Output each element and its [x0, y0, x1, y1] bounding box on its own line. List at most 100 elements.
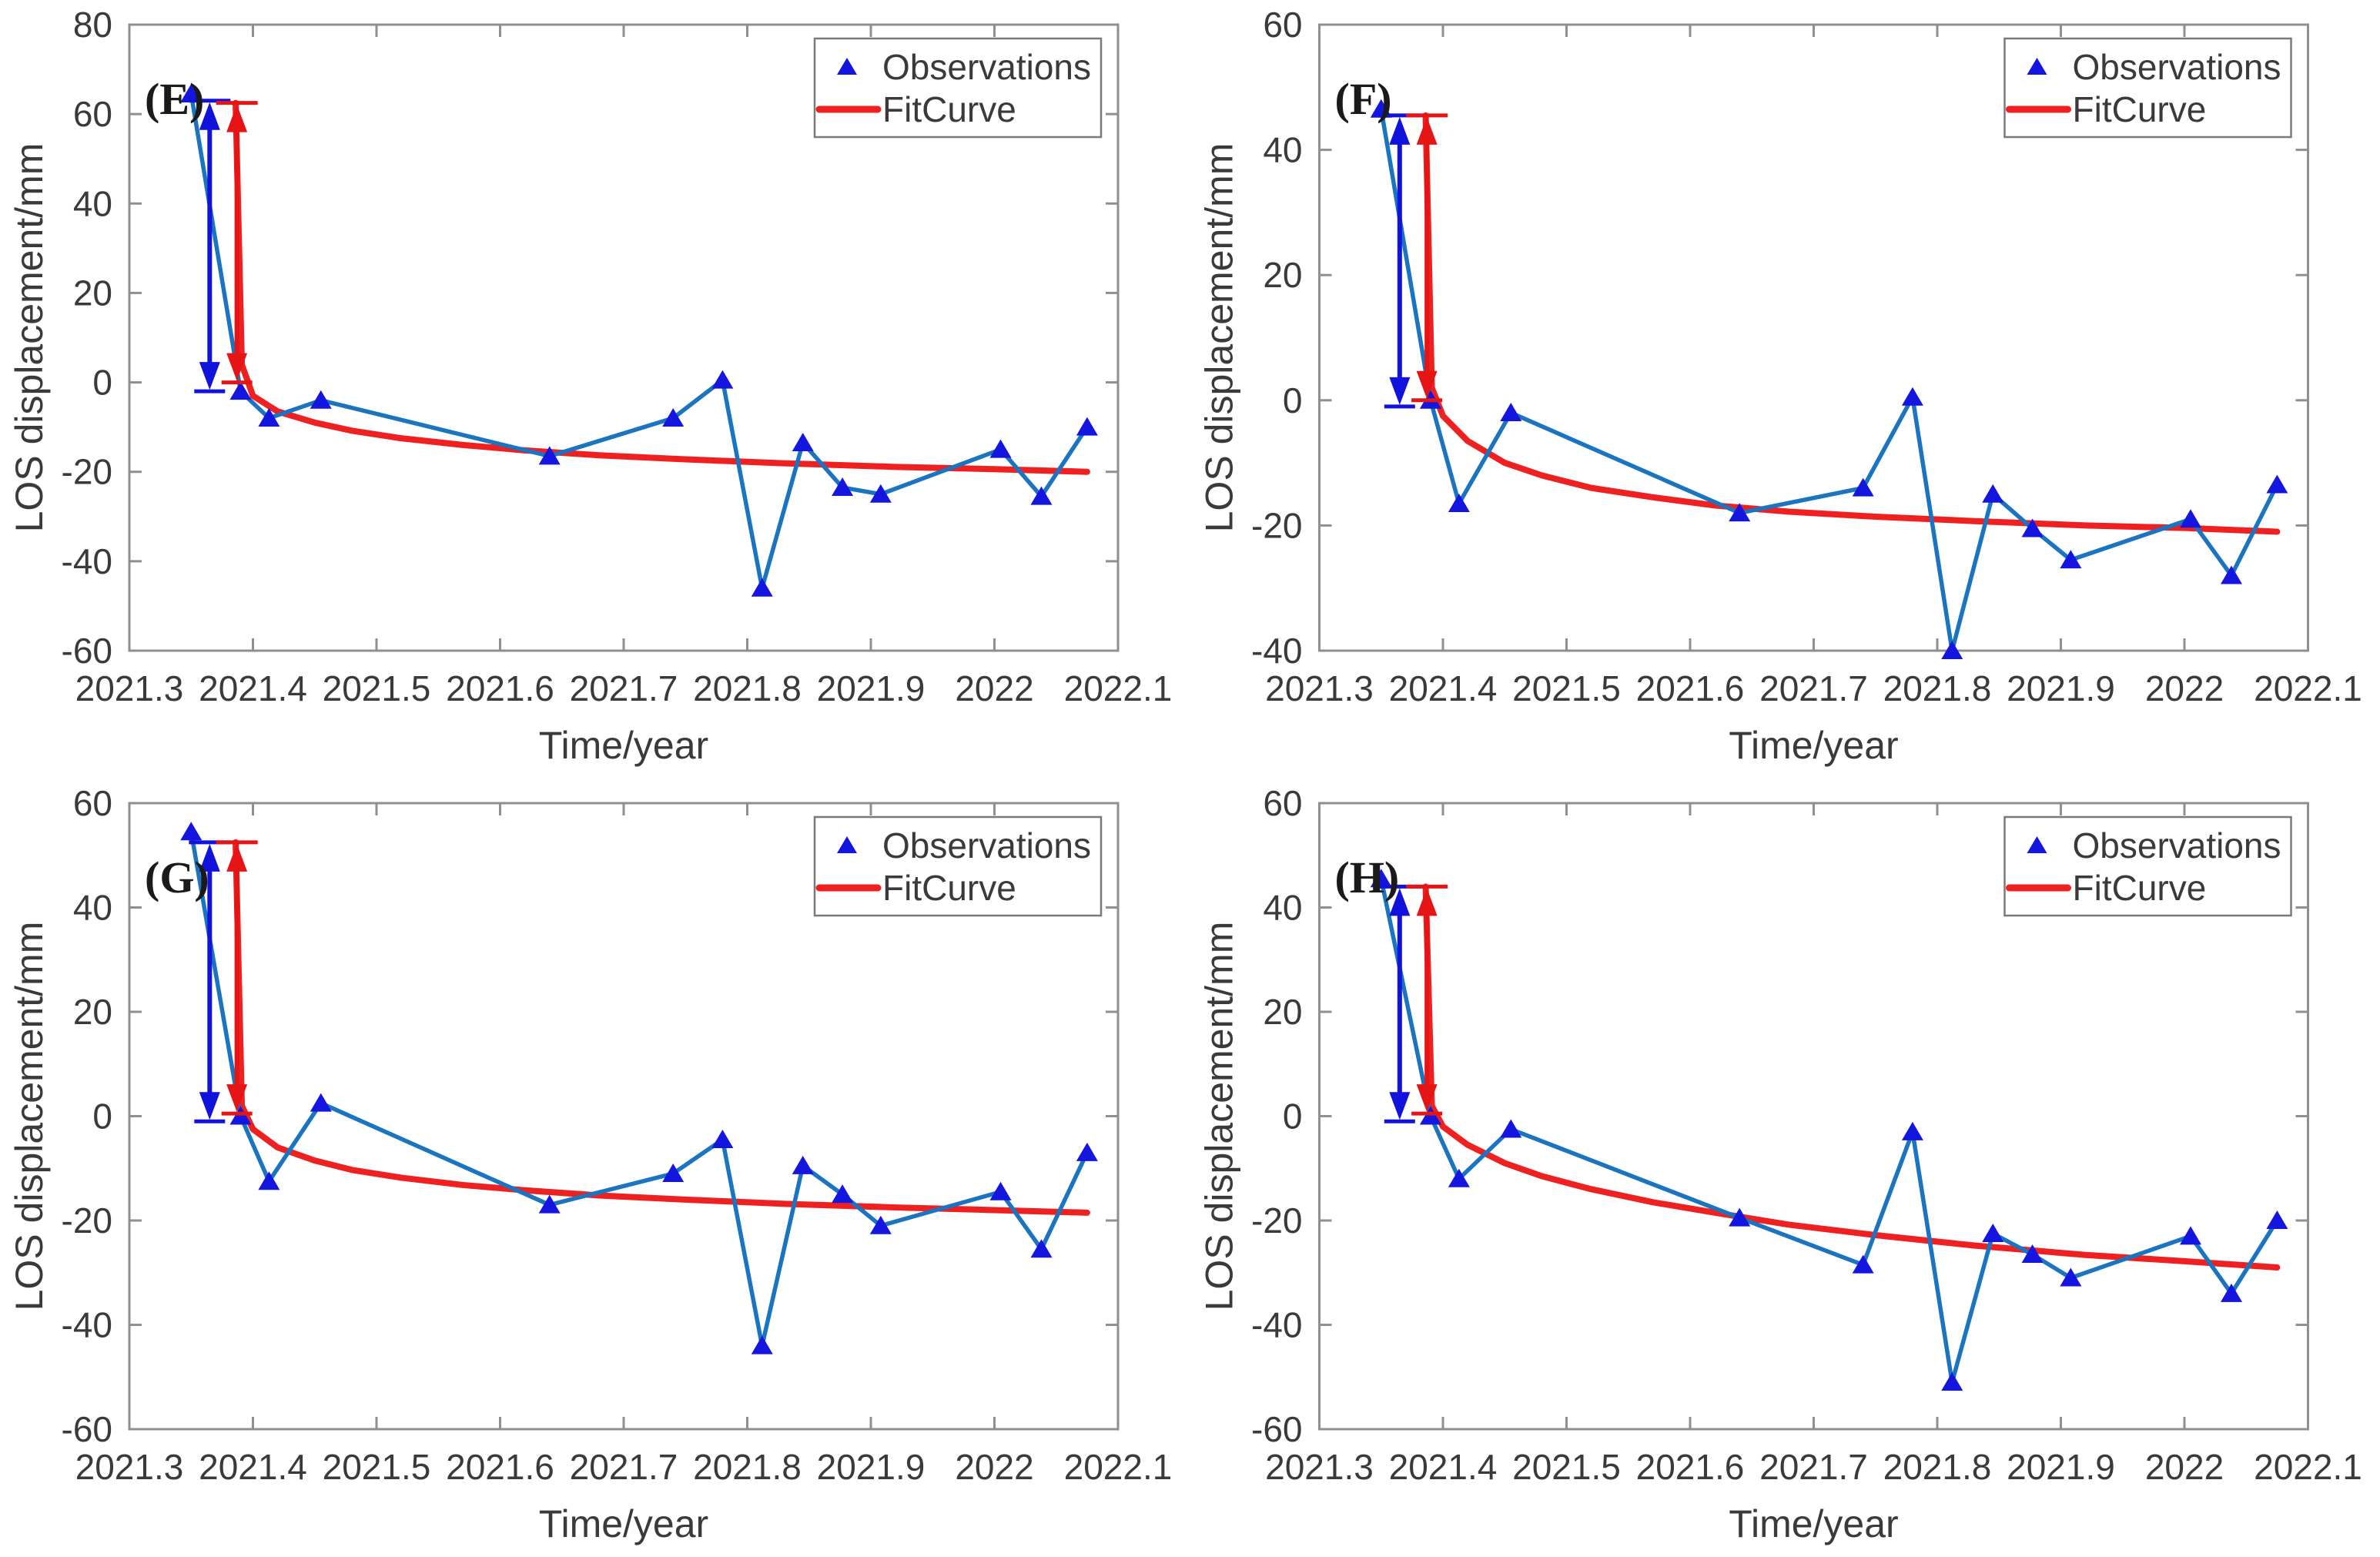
jump-arrow-red — [216, 101, 258, 385]
observation-marker — [258, 1171, 280, 1190]
x-tick-label: 2021.4 — [1389, 1447, 1498, 1487]
x-tick-label: 2021.5 — [323, 668, 431, 708]
y-tick-label: -40 — [1251, 1305, 1302, 1345]
fit-curve-line — [1422, 883, 2281, 1271]
chart-panel-F: 2021.3 2021.4 2021.5 2021.6 2021.7 2021.8 2021… — [1198, 5, 2362, 767]
observations-line — [1379, 109, 2279, 653]
observation-marker — [2060, 550, 2082, 569]
arrow-head-down — [1389, 377, 1411, 405]
x-tick-label: 2021.5 — [1512, 668, 1621, 708]
observations-line — [189, 93, 1090, 591]
y-tick-label: 0 — [92, 1097, 112, 1137]
x-tick-label: 2021.8 — [693, 1447, 802, 1487]
y-tick-label: -20 — [62, 452, 112, 492]
fit-curve-line — [1422, 112, 2281, 535]
x-tick-label: 2021.9 — [2007, 1447, 2115, 1487]
legend-fitcurve-label: FitCurve — [882, 89, 1016, 129]
observation-marker — [792, 432, 814, 451]
observation-marker — [832, 1184, 854, 1204]
legend-box — [2003, 37, 2292, 139]
y-tick-label: -40 — [62, 541, 112, 581]
x-tick-label: 2021.6 — [446, 1447, 554, 1487]
x-tick-label: 2022 — [955, 668, 1033, 708]
arrow-head-down — [1389, 1092, 1411, 1120]
observation-marker — [1941, 641, 1963, 659]
observation-marker — [1852, 477, 1874, 497]
legend-box — [813, 815, 1103, 917]
observation-marker — [2021, 1244, 2044, 1264]
fit-curve-line — [233, 99, 1090, 475]
legend-fitcurve-label: FitCurve — [2073, 868, 2207, 908]
y-tick-label: 60 — [1263, 783, 1302, 823]
x-tick-label: 2022.1 — [2254, 1447, 2362, 1487]
observation-marker — [1982, 484, 2004, 503]
y-tick-label: 20 — [1263, 992, 1302, 1032]
observation-marker — [2266, 474, 2288, 494]
y-tick-label: 0 — [1283, 1097, 1303, 1137]
x-tick-label: 2021.5 — [323, 1447, 431, 1487]
observation-marker — [869, 484, 892, 503]
jump-arrow-red — [1406, 884, 1448, 1116]
observation-marker — [2266, 1210, 2288, 1229]
x-tick-label: 2022.1 — [2254, 668, 2362, 708]
observation-marker — [1076, 1142, 1098, 1161]
y-tick-label: 40 — [1263, 130, 1302, 170]
y-tick-label: -20 — [1251, 505, 1302, 545]
x-tick-label: 2021.7 — [1759, 1447, 1868, 1487]
y-tick-label: 20 — [73, 992, 112, 1032]
observation-marker — [1500, 403, 1522, 422]
jump-arrow-red — [216, 840, 258, 1116]
panel-letter-label: (E) — [145, 74, 204, 124]
observation-marker — [538, 1194, 561, 1214]
y-tick-label: 40 — [1263, 888, 1302, 928]
y-tick-label: -60 — [62, 631, 112, 671]
x-tick-label: 2022.1 — [1064, 1447, 1173, 1487]
x-tick-label: 2021.9 — [817, 668, 926, 708]
arrow-head-up — [199, 102, 220, 130]
observation-marker — [1901, 387, 1923, 406]
chart-panel-E: 2021.3 2021.4 2021.5 2021.6 2021.7 2021.8 2021… — [8, 5, 1173, 767]
x-tick-label: 2021.9 — [2007, 668, 2115, 708]
x-tick-label: 2022 — [2145, 668, 2224, 708]
observation-marker — [751, 578, 773, 597]
y-tick-label: 40 — [73, 183, 112, 223]
y-tick-label: 20 — [1263, 255, 1302, 295]
panel-letter-label: (G) — [145, 852, 209, 902]
y-axis-title: LOS displacement/mm — [8, 922, 51, 1311]
x-axis-title: Time/year — [539, 724, 708, 767]
legend-box — [2003, 815, 2292, 917]
y-tick-label: -60 — [1251, 1409, 1302, 1449]
arrow-head-up — [1416, 116, 1438, 145]
jump-arrow-red — [1406, 113, 1448, 403]
panel-cell-F: 2021.3 2021.4 2021.5 2021.6 2021.7 2021.8 2021… — [1190, 0, 2380, 778]
arrow-head-down — [199, 1092, 220, 1120]
observation-marker — [1076, 417, 1098, 436]
observation-marker — [989, 439, 1012, 458]
arrow-head-down — [1416, 1084, 1438, 1113]
arrow-head-up — [1416, 888, 1438, 916]
observations-line — [1379, 878, 2279, 1385]
x-tick-label: 2021.6 — [1636, 1447, 1745, 1487]
observations-line — [189, 831, 1090, 1348]
arrow-head-up — [1389, 888, 1411, 916]
observation-marker — [1370, 869, 1392, 888]
observation-marker — [1852, 1254, 1874, 1274]
jump-arrow-blue — [1378, 113, 1421, 409]
y-axis-title: LOS displacement/mm — [1198, 143, 1241, 533]
x-tick-label: 2021.3 — [75, 668, 184, 708]
arrow-head-up — [199, 843, 220, 872]
legend-observations-marker — [837, 58, 857, 75]
y-axis-title: LOS displacement/mm — [8, 143, 51, 533]
x-tick-label: 2021.7 — [1759, 668, 1868, 708]
jump-arrow-blue — [1378, 884, 1421, 1123]
x-tick-label: 2022.1 — [1064, 668, 1173, 708]
legend-fitcurve-label: FitCurve — [882, 868, 1016, 908]
observation-marker — [2180, 509, 2202, 528]
panel-letter-label: (H) — [1335, 852, 1400, 902]
observation-marker — [832, 477, 854, 497]
observation-marker — [2180, 1226, 2202, 1245]
observation-marker — [711, 1129, 734, 1148]
